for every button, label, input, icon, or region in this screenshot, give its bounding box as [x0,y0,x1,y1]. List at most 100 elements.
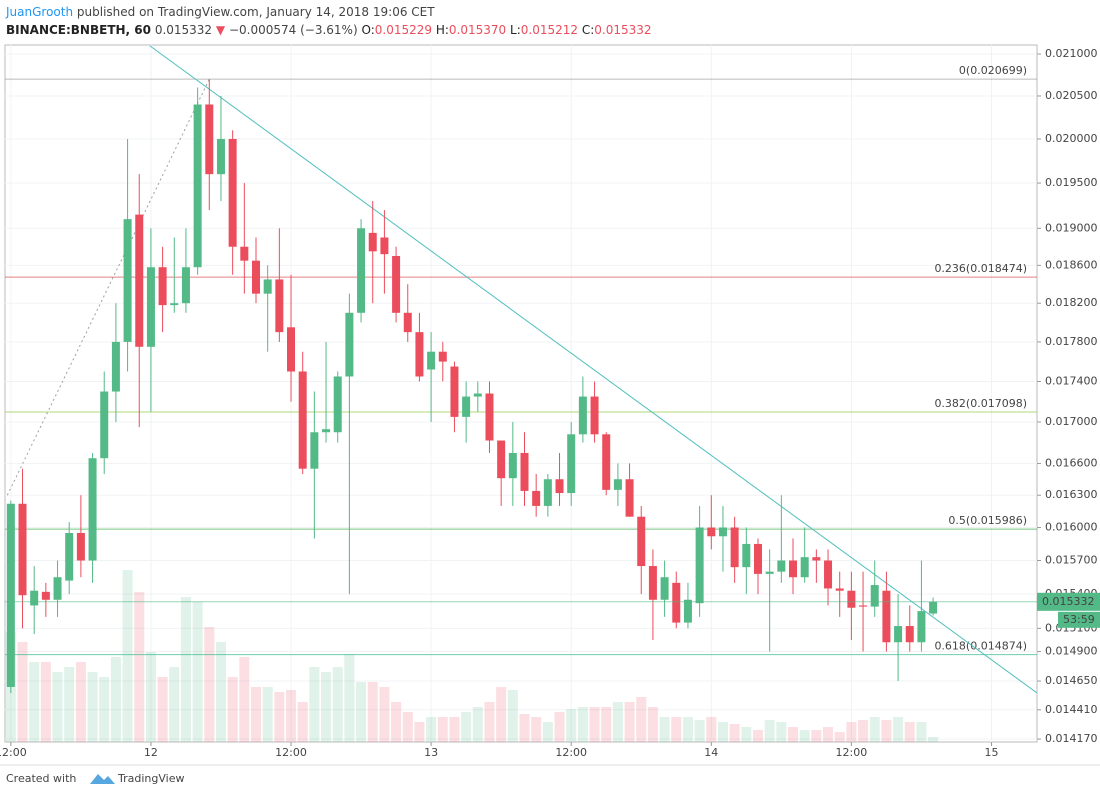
candle-body [65,532,74,581]
x-tick-label: 14 [704,746,718,759]
candle-body [216,138,225,175]
volume-bar [449,717,460,742]
candle-body [251,260,260,294]
candle-body [88,458,97,561]
axes: 0.021000 0.020500 0.020000 0.019500 0.019000… [0,47,1100,759]
candle-body [847,590,856,608]
last: 0.015332 [155,23,212,37]
candle-body [263,279,272,294]
y-tick-label: 0.014900 [1045,645,1098,658]
candle-body [135,214,144,347]
volume-bar [484,702,495,742]
candle-body [146,267,155,347]
volume-bar [682,717,693,742]
volume-bar [846,722,857,742]
volume-bar [227,677,238,742]
candle-body [532,490,541,506]
published: published on TradingView.com, January 14… [77,5,435,19]
candle-body [648,566,657,600]
candle-body [707,527,716,537]
volume-bar [928,737,939,742]
volume-bar [145,652,156,742]
volume-bar [332,667,343,742]
l-label: L: [510,23,521,37]
logo [90,774,115,784]
candle-body [427,351,436,370]
candle-body [520,452,529,491]
candle-body [111,341,120,392]
volume-bar [554,712,565,742]
candle-body [415,332,424,377]
volume-bar [741,727,752,742]
candle-body [357,228,366,313]
candle-body [193,104,202,268]
y-tick-label: 0.014170 [1045,732,1098,745]
candle-body [742,543,751,568]
candle-body [800,557,809,578]
symbol: BINANCE:BNBETH, 60 [6,23,151,37]
volume-bar [507,690,518,742]
volume-bar [531,717,542,742]
volume-bar [612,702,623,742]
volume-bar [834,732,845,742]
change: −0.000574 (−3.61%) [229,23,358,37]
volume-bar [788,727,799,742]
candle-body [240,246,249,261]
fib-trend-line [6,78,210,496]
volume-bar [717,722,728,742]
candle-body [181,267,190,304]
candle-body [578,396,587,435]
volume-bar [40,662,51,742]
candle-body [41,591,50,600]
candle-body [438,351,447,362]
candle-body [929,601,938,614]
x-tick-label: 12:00 [0,746,27,759]
author[interactable]: JuanGrooth [5,5,73,19]
volume-bar [426,717,437,742]
arrow: ▼ [216,23,226,37]
footer-brand[interactable]: TradingView [117,772,184,785]
y-tick-label: 0.015700 [1045,554,1098,567]
candle-body [917,611,926,643]
candle-body [683,599,692,623]
candle-body [625,479,634,517]
plot: 0(0.020699) 0.236(0.018474) 0.382(0.017098… [5,45,1037,742]
candle-body [835,588,844,591]
volume-bar [659,717,670,742]
candle-body [812,557,821,561]
volume-bar [881,720,892,742]
candle-body [298,371,307,469]
volume-bar [893,717,904,742]
volume-bar [169,667,180,742]
candle-body [508,452,517,479]
volume-bar [274,692,285,742]
candle-body [718,527,727,537]
candle-body [870,585,879,607]
candle-body [555,479,564,494]
candle-body [170,303,179,306]
candle-body [473,393,482,397]
volume-bar [461,712,472,742]
x-tick-label: 15 [984,746,998,759]
volume-bar [29,662,40,742]
y-tick-label: 0.014650 [1045,674,1098,687]
candle-body [660,577,669,600]
volume-bar [472,707,483,742]
volume-bar [52,672,63,742]
volume-bar [204,627,215,742]
candle-body [53,577,62,600]
volume-bar [250,687,261,742]
volume-bar [402,712,413,742]
fib-label: 0.618(0.014874) [934,640,1027,653]
volume-bar [64,667,75,742]
volume-bar [496,687,507,742]
volume-bar [391,702,402,742]
candle-body [590,396,599,435]
volume-bar [904,722,915,742]
volume-bar [180,597,191,742]
x-tick-label: 13 [424,746,438,759]
volume-bar [286,690,297,742]
candle-body [322,429,331,433]
footer-created: Created with [6,772,76,785]
